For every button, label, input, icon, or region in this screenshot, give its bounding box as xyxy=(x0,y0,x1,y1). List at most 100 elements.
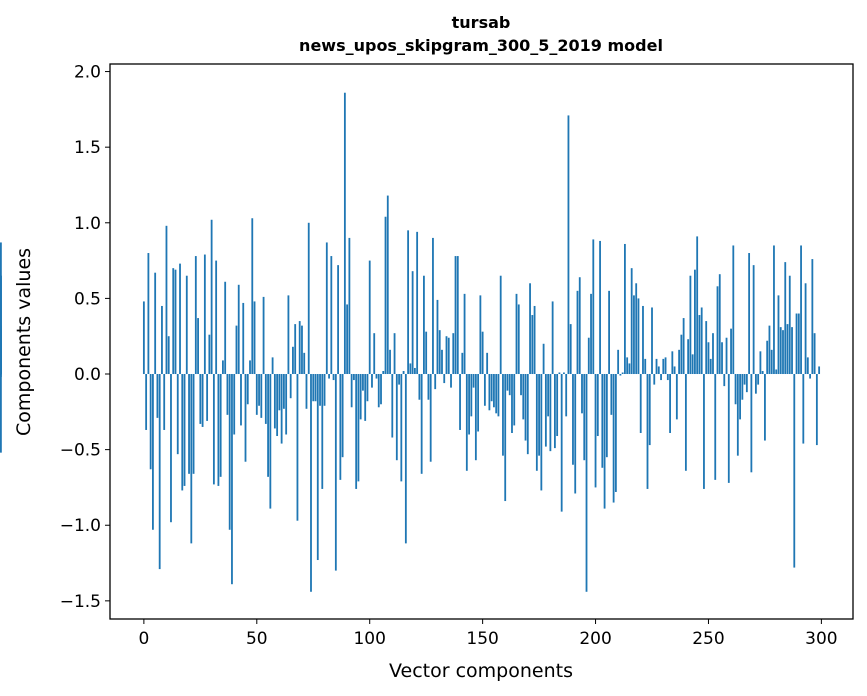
bar xyxy=(432,237,434,375)
bar xyxy=(298,321,301,375)
bar xyxy=(172,268,175,375)
bar xyxy=(775,369,778,375)
bar xyxy=(328,374,330,379)
bar xyxy=(793,374,796,568)
bar xyxy=(486,352,489,375)
plot-frame xyxy=(109,63,854,620)
bar xyxy=(441,349,443,375)
bar xyxy=(727,374,730,483)
bar xyxy=(574,374,577,494)
bar xyxy=(411,271,414,375)
bar xyxy=(267,374,269,477)
bar xyxy=(495,374,498,414)
bar xyxy=(307,222,310,375)
bar xyxy=(644,358,647,375)
bar xyxy=(235,325,238,375)
bar xyxy=(368,260,371,375)
bar xyxy=(192,374,195,474)
bar xyxy=(761,370,764,375)
bar xyxy=(651,307,653,375)
bar xyxy=(373,333,376,375)
bar xyxy=(269,374,272,509)
bar xyxy=(249,360,251,375)
y-tick-label: −0.5 xyxy=(60,441,101,461)
bar xyxy=(215,260,218,375)
bar xyxy=(483,374,486,406)
bar xyxy=(637,298,640,375)
bar xyxy=(707,342,710,375)
bar xyxy=(698,315,701,375)
bar xyxy=(757,374,760,385)
bar xyxy=(219,374,222,477)
bar xyxy=(511,374,513,433)
bar xyxy=(341,374,344,458)
bar xyxy=(194,256,197,375)
bar xyxy=(540,374,543,491)
bar xyxy=(443,374,446,384)
bar xyxy=(538,374,540,456)
bar xyxy=(355,374,358,489)
bar xyxy=(639,374,642,433)
bar xyxy=(809,374,811,379)
bar xyxy=(752,265,755,375)
bar xyxy=(734,374,737,405)
bar xyxy=(217,374,220,486)
bar xyxy=(777,295,780,375)
bar xyxy=(423,275,425,375)
bar xyxy=(429,374,432,462)
bar xyxy=(400,374,403,482)
bar xyxy=(800,245,802,375)
bar xyxy=(413,367,416,375)
bar xyxy=(565,374,568,417)
bar xyxy=(773,245,775,375)
x-axis-label: Vector components xyxy=(389,660,573,682)
bar xyxy=(226,374,229,415)
bar xyxy=(427,374,430,400)
bar xyxy=(671,351,674,375)
bar xyxy=(258,374,260,406)
bar xyxy=(170,374,172,523)
bar xyxy=(811,259,814,375)
bar xyxy=(635,283,638,375)
bar xyxy=(678,349,681,375)
y-axis-label: Components values xyxy=(13,248,35,436)
bar xyxy=(687,339,690,375)
bar xyxy=(371,374,373,388)
bar xyxy=(276,374,279,437)
bar xyxy=(617,349,620,375)
bar xyxy=(303,352,306,375)
bar xyxy=(691,354,694,375)
bar xyxy=(585,374,588,592)
bar xyxy=(337,265,339,375)
bar xyxy=(208,334,211,375)
bar xyxy=(520,374,522,396)
y-tick-label: −1.5 xyxy=(60,592,101,612)
bar xyxy=(497,374,500,417)
bar xyxy=(197,318,199,375)
bar xyxy=(285,374,288,435)
bar xyxy=(154,272,157,375)
bar xyxy=(556,374,559,437)
bar xyxy=(174,269,177,375)
bar xyxy=(244,374,247,462)
bar xyxy=(481,331,484,375)
bar xyxy=(553,374,556,449)
bar xyxy=(346,304,349,375)
bar xyxy=(314,374,317,402)
bar xyxy=(531,315,534,375)
bar xyxy=(246,374,249,405)
x-tick-label: 200 xyxy=(579,629,611,649)
bar xyxy=(190,374,193,544)
bar xyxy=(393,333,396,375)
bar xyxy=(434,374,437,390)
bar xyxy=(353,374,355,381)
bar xyxy=(242,302,245,375)
bar xyxy=(454,256,457,375)
bar xyxy=(621,372,624,375)
bar xyxy=(364,374,367,421)
bar xyxy=(759,351,762,375)
bar xyxy=(292,346,294,375)
bar xyxy=(332,374,335,381)
bar xyxy=(0,374,2,453)
bar xyxy=(264,374,267,424)
